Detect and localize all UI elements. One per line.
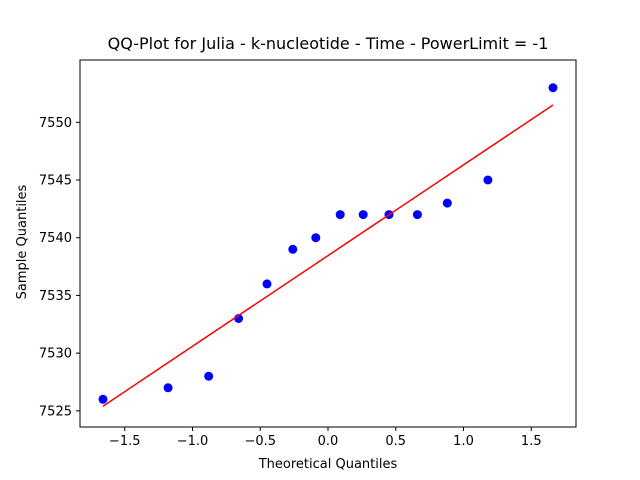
- data-point: [412, 210, 422, 220]
- y-tick-label: 7545: [39, 174, 72, 189]
- data-point: [98, 394, 108, 404]
- data-point: [311, 233, 321, 243]
- data-point: [548, 83, 558, 93]
- data-point: [204, 371, 214, 381]
- y-tick-label: 7550: [39, 116, 72, 131]
- data-point: [483, 175, 493, 185]
- x-tick-label: −1.5: [109, 434, 141, 449]
- chart-title: QQ-Plot for Julia - k-nucleotide - Time …: [108, 34, 549, 53]
- data-point: [262, 279, 272, 289]
- plot-area: −1.5 −1.0 −0.5 0.0 0.5 1.0 1.5 7525 7530 7535 7540…: [39, 59, 577, 449]
- data-point: [163, 383, 173, 393]
- y-tick-label: 7535: [39, 289, 72, 304]
- x-tick-label: 0.0: [318, 434, 339, 449]
- x-tick-label: −0.5: [244, 434, 276, 449]
- x-tick-label: −1.0: [177, 434, 209, 449]
- y-tick-label: 7525: [39, 404, 72, 419]
- y-axis-label: Sample Quantiles: [15, 184, 30, 299]
- x-tick-label: 1.5: [521, 434, 542, 449]
- y-tick-label: 7540: [39, 231, 72, 246]
- x-tick-label: 0.5: [385, 434, 406, 449]
- y-tick-label: 7530: [39, 347, 72, 362]
- data-point: [442, 198, 452, 208]
- data-point: [335, 210, 345, 220]
- x-tick-label: 1.0: [453, 434, 474, 449]
- data-point: [288, 244, 298, 254]
- x-axis-label: Theoretical Quantiles: [258, 457, 398, 472]
- fit-line: [102, 104, 554, 407]
- data-point: [358, 210, 368, 220]
